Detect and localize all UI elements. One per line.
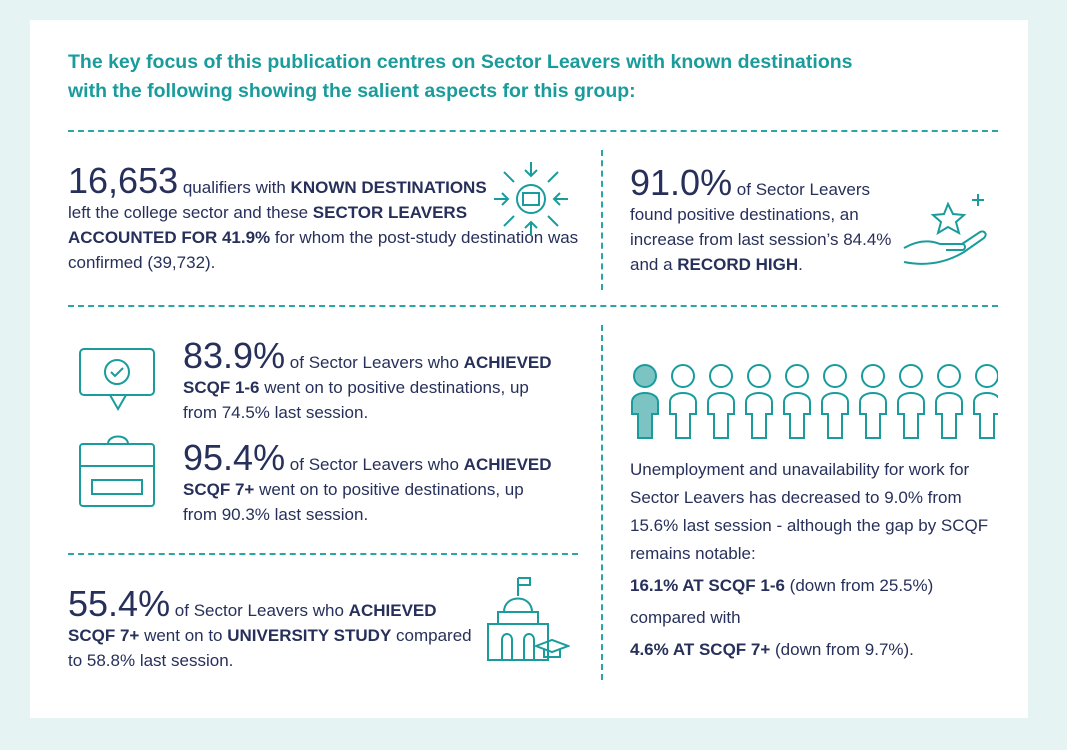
- icon: [79, 435, 155, 507]
- row: 4.6% AT SCQF 7+ (down from 9.7%).: [630, 636, 1005, 664]
- figure: 16,653: [68, 160, 179, 201]
- divider: [68, 305, 998, 307]
- text: left the college sector and these: [68, 203, 313, 222]
- icon: [494, 162, 568, 236]
- icon: [487, 577, 570, 661]
- text: compared with: [630, 608, 741, 627]
- text: .: [798, 255, 803, 274]
- panel: 95.4% of Sector Leavers who ACHIEVED SCQ…: [183, 440, 553, 527]
- text: Unemployment and unavailability for work…: [630, 460, 989, 563]
- text: ACHIEVED SCQF 7+: [183, 455, 552, 499]
- text: (down from 25.5%): [784, 576, 934, 595]
- panel: 83.9% of Sector Leavers who ACHIEVED SCQ…: [183, 338, 553, 425]
- title-line: with the following showing the salient a…: [68, 80, 636, 102]
- divider: [68, 130, 998, 132]
- text: 16.1% AT SCQF 1-6: [630, 576, 785, 595]
- text: ACHIEVED SCQF 1-6: [183, 353, 552, 397]
- panel: Unemployment and unavailability for work…: [630, 456, 1005, 664]
- figure: 83.9%: [183, 335, 286, 376]
- text: 4.6% AT SCQF 7+: [630, 640, 771, 659]
- people-icon: [631, 364, 998, 439]
- divider: [601, 150, 603, 290]
- text: of Sector Leavers who: [170, 601, 349, 620]
- text: SECTOR LEAVERS ACCOUNTED FOR 41.9%: [68, 203, 468, 247]
- row: compared with: [630, 604, 1005, 632]
- panel: 16,653 qualifiers with KNOWN DESTINATION…: [68, 163, 588, 275]
- text: compared to 58.8% last session.: [68, 626, 472, 670]
- figure: 91.0%: [630, 162, 733, 203]
- text: ACHIEVED SCQF 7+: [68, 601, 437, 645]
- title-line: The key focus of this publication centre…: [68, 51, 853, 73]
- figure: 55.4%: [68, 583, 171, 624]
- figure: 95.4%: [183, 437, 286, 478]
- icon: [903, 194, 987, 265]
- card: [30, 20, 1028, 718]
- divider: [601, 325, 603, 680]
- text: UNIVERSITY STUDY: [227, 626, 392, 645]
- text: for whom the post-study destination was …: [68, 228, 579, 272]
- text: of Sector Leavers who: [285, 455, 464, 474]
- text: went on to positive destinations, up fro…: [183, 480, 524, 524]
- text: of Sector Leavers who: [285, 353, 464, 372]
- row: 16.1% AT SCQF 1-6 (down from 25.5%): [630, 572, 1005, 600]
- icon: [79, 348, 155, 412]
- text: went on to: [139, 626, 228, 645]
- divider: [68, 553, 578, 555]
- text: of Sector Leavers found positive destina…: [630, 180, 892, 274]
- panel: 91.0% of Sector Leavers found positive d…: [630, 165, 910, 277]
- text: RECORD HIGH: [677, 255, 799, 274]
- title: The key focus of this publication centre…: [68, 48, 853, 106]
- text: went on to positive destinations, up fro…: [183, 378, 529, 422]
- text: (down from 9.7%).: [770, 640, 914, 659]
- text: qualifiers with: [178, 178, 291, 197]
- panel: 55.4% of Sector Leavers who ACHIEVED SCQ…: [68, 586, 478, 673]
- text: KNOWN DESTINATIONS: [290, 178, 487, 197]
